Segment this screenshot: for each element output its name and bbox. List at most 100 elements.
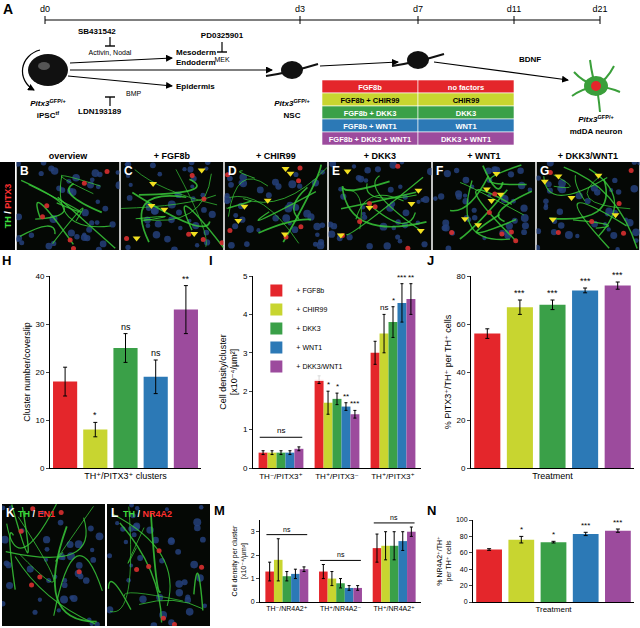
svg-text:0: 0 — [464, 598, 468, 605]
svg-text:Treatment: Treatment — [535, 605, 572, 614]
svg-text:40: 40 — [456, 368, 465, 377]
svg-text:40: 40 — [460, 566, 468, 573]
svg-text:ns: ns — [283, 526, 291, 533]
svg-text:% PITX3⁺/TH⁺ per TH⁺ cells: % PITX3⁺/TH⁺ per TH⁺ cells — [443, 314, 453, 429]
svg-text:Cell density per cluster[x10⁻⁴: Cell density per cluster[x10⁻⁴/µm²] — [231, 525, 248, 596]
svg-text:80: 80 — [460, 533, 468, 540]
svg-text:FGF8b + DKK3 + WNT1: FGF8b + DKK3 + WNT1 — [329, 135, 412, 144]
svg-text:***: *** — [613, 518, 622, 527]
svg-text:BDNF: BDNF — [519, 55, 541, 64]
svg-text:iPSCtf: iPSCtf — [37, 110, 60, 120]
svg-text:d21: d21 — [592, 4, 607, 14]
svg-text:TH⁺/NR4A2⁺: TH⁺/NR4A2⁺ — [374, 605, 416, 612]
svg-text:DKK3: DKK3 — [456, 109, 476, 118]
svg-text:G: G — [540, 164, 549, 178]
svg-text:1: 1 — [243, 425, 248, 434]
svg-text:3: 3 — [243, 349, 248, 358]
svg-text:TH⁺/PITX3⁻: TH⁺/PITX3⁻ — [315, 472, 359, 481]
svg-text:ns: ns — [121, 322, 131, 332]
svg-text:WNT1: WNT1 — [455, 122, 476, 131]
svg-text:E: E — [332, 164, 340, 178]
svg-text:TH⁺/PITX3⁺ clusters: TH⁺/PITX3⁺ clusters — [84, 471, 167, 481]
svg-text:ns: ns — [390, 514, 398, 521]
svg-text:+ FGF8b: + FGF8b — [296, 287, 324, 294]
svg-text:80: 80 — [456, 272, 465, 281]
svg-text:C: C — [124, 164, 133, 178]
svg-text:FGF8b + CHIR99: FGF8b + CHIR99 — [341, 96, 400, 105]
svg-text:Pitx3GFP/+: Pitx3GFP/+ — [30, 98, 66, 108]
svg-text:L: L — [111, 506, 118, 520]
svg-text:D: D — [228, 164, 237, 178]
svg-text:3: 3 — [251, 528, 255, 535]
svg-text:+ CHIR99: + CHIR99 — [296, 306, 327, 313]
svg-text:ns: ns — [151, 348, 161, 358]
svg-text:SB431542: SB431542 — [78, 27, 116, 36]
svg-text:***: *** — [581, 521, 590, 530]
svg-text:*: * — [392, 296, 395, 305]
svg-text:+ DKK3/WNT1: + DKK3/WNT1 — [296, 363, 342, 370]
svg-text:K: K — [6, 506, 15, 520]
svg-text:PD0325901: PD0325901 — [201, 31, 244, 40]
svg-text:overview: overview — [49, 151, 89, 161]
svg-text:Activin, Nodal: Activin, Nodal — [89, 49, 132, 56]
svg-text:10: 10 — [35, 416, 44, 425]
svg-text:Pitx3GFP/+: Pitx3GFP/+ — [274, 98, 310, 108]
svg-text:0: 0 — [461, 464, 466, 473]
svg-text:ns: ns — [277, 426, 285, 435]
svg-text:40: 40 — [35, 272, 44, 281]
svg-text:*: * — [93, 410, 97, 420]
svg-text:TH / EN1: TH / EN1 — [18, 509, 55, 519]
svg-text:20: 20 — [35, 368, 44, 377]
svg-text:TH / NR4A2: TH / NR4A2 — [123, 509, 172, 519]
svg-text:***: *** — [350, 399, 359, 408]
svg-text:+ WNT1: + WNT1 — [467, 151, 500, 161]
svg-text:d7: d7 — [413, 4, 423, 14]
svg-text:60: 60 — [456, 320, 465, 329]
svg-text:0: 0 — [243, 464, 248, 473]
svg-text:Pitx3GFP/+: Pitx3GFP/+ — [578, 114, 614, 124]
svg-text:30: 30 — [35, 320, 44, 329]
svg-text:Cluster number/coverslip: Cluster number/coverslip — [22, 322, 32, 422]
svg-text:20: 20 — [460, 582, 468, 589]
svg-text:*: * — [552, 530, 555, 539]
svg-text:2: 2 — [243, 387, 248, 396]
svg-text:+ DKK3/WNT1: + DKK3/WNT1 — [558, 151, 618, 161]
svg-text:**: ** — [408, 273, 414, 282]
svg-text:4: 4 — [243, 310, 248, 319]
svg-text:Cell density/cluster[x10⁻⁴/µm²: Cell density/cluster[x10⁻⁴/µm²] — [218, 334, 240, 410]
svg-text:d11: d11 — [507, 4, 521, 14]
svg-text:2: 2 — [251, 552, 255, 559]
svg-text:***: *** — [612, 270, 623, 280]
svg-text:+ FGF8b: + FGF8b — [154, 151, 191, 161]
svg-text:F: F — [436, 164, 443, 178]
svg-text:+ DKK3: + DKK3 — [364, 151, 396, 161]
svg-text:TH / PITX3: TH / PITX3 — [3, 184, 13, 229]
svg-text:CHIR99: CHIR99 — [453, 96, 480, 105]
svg-text:0: 0 — [251, 598, 255, 605]
svg-text:Endoderm: Endoderm — [176, 58, 216, 67]
svg-text:0: 0 — [40, 464, 45, 473]
svg-text:*: * — [336, 382, 339, 391]
svg-text:**: ** — [343, 392, 349, 401]
svg-text:*: * — [327, 380, 330, 389]
svg-text:FGF8b + WNT1: FGF8b + WNT1 — [343, 122, 397, 131]
svg-text:d3: d3 — [295, 4, 305, 14]
svg-text:ns: ns — [380, 303, 388, 312]
svg-text:DKK3 + WNT1: DKK3 + WNT1 — [441, 135, 491, 144]
svg-text:1: 1 — [251, 575, 255, 582]
svg-text:100: 100 — [456, 516, 468, 523]
svg-text:A: A — [3, 1, 13, 17]
svg-text:Mesoderm: Mesoderm — [176, 48, 216, 57]
svg-text:5: 5 — [243, 272, 248, 281]
svg-text:NSC: NSC — [284, 111, 301, 120]
svg-text:B: B — [20, 164, 29, 178]
svg-text:***: *** — [397, 273, 406, 282]
svg-text:mdDA neuron: mdDA neuron — [570, 127, 623, 136]
svg-text:MEK: MEK — [214, 56, 230, 63]
svg-text:ns: ns — [337, 551, 345, 558]
svg-text:TH⁻/PITX3⁺: TH⁻/PITX3⁺ — [259, 472, 303, 481]
svg-text:***: *** — [580, 276, 591, 286]
svg-text:d0: d0 — [40, 4, 50, 14]
svg-text:+ WNT1: + WNT1 — [296, 344, 322, 351]
svg-text:% NR4A2⁺/TH⁺per TH⁺ cells: % NR4A2⁺/TH⁺per TH⁺ cells — [436, 536, 453, 586]
